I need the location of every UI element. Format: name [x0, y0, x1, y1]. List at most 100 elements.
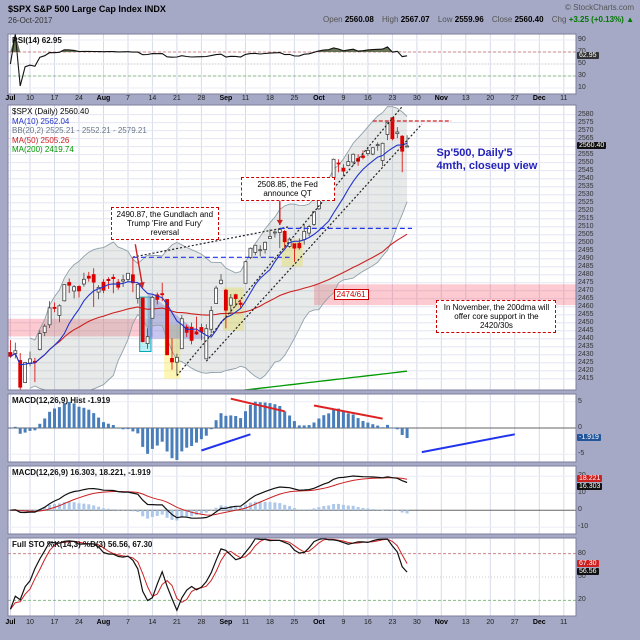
y-tick-label: 2430 — [578, 350, 594, 358]
y-tick-label: 70 — [578, 48, 586, 55]
x-tick-label: 27 — [510, 95, 519, 102]
y-tick-label: 10 — [578, 84, 586, 91]
main-legend: $SPX (Daily) 2560.40 MA(10) 2562.04 BB(2… — [12, 107, 147, 155]
open-value: 2560.08 — [344, 15, 374, 24]
y-tick-label: 80 — [578, 549, 586, 557]
last-value-badge: 62.95 — [577, 52, 599, 60]
y-tick-label: 2470 — [578, 286, 594, 294]
y-tick-label: 2565 — [578, 134, 594, 142]
y-tick-label: 2455 — [578, 310, 594, 318]
x-tick-label: 24 — [75, 95, 83, 102]
callout-fed-qt: 2508.85, the Fed announce QT — [240, 177, 335, 202]
callout-fire-fury: 2490.87, the Gundlach and Trump 'Fire an… — [110, 207, 219, 241]
x-tick-label: 7 — [126, 95, 130, 102]
low-value: 2559.96 — [454, 15, 484, 24]
x-tick-label: 18 — [266, 95, 274, 102]
y-tick-label: 5 — [578, 397, 582, 405]
note-title-line2: 4mth, closeup view — [436, 159, 538, 172]
x-tick-label: 27 — [510, 619, 519, 626]
x-tick-label: Sep — [219, 95, 233, 102]
last-value-badge: 18.221 — [577, 475, 603, 483]
x-tick-label: Aug — [96, 95, 111, 102]
x-tick-label: 24 — [75, 619, 83, 626]
x-tick-label: 13 — [461, 619, 470, 626]
band-label: 2474/61 — [333, 288, 369, 300]
x-tick-label: 28 — [197, 619, 206, 626]
y-tick-label: 2445 — [578, 326, 594, 334]
y-tick-label: 30 — [578, 72, 586, 79]
legend-ma200: MA(200) 2419.74 — [12, 145, 74, 154]
x-tick-label: 10 — [26, 619, 34, 626]
note-title: Sp'500, Daily'5 4mth, closeup view — [436, 147, 537, 173]
y-tick-label: 2465 — [578, 294, 594, 302]
low-label: Low — [437, 15, 453, 24]
y-tick-label: 2425 — [578, 358, 594, 366]
y-tick-label: 2570 — [578, 126, 594, 134]
x-tick-label: Jul — [5, 619, 16, 626]
y-tick-label: 2540 — [578, 174, 594, 182]
y-tick-label: 0 — [578, 424, 582, 431]
symbol-title: $SPX S&P 500 Large Cap Index INDX — [8, 4, 166, 14]
y-tick-label: 2490 — [578, 254, 594, 262]
y-tick-label: 2510 — [578, 222, 594, 230]
x-tick-label: 11 — [560, 95, 568, 102]
x-tick-label: 23 — [388, 619, 397, 626]
x-tick-label: Jul — [5, 95, 16, 102]
last-value-badge: 16.303 — [577, 483, 603, 491]
y-tick-label: 2535 — [578, 182, 594, 190]
chg-up-arrow-icon: ▲ — [626, 15, 634, 24]
price-panel — [8, 106, 576, 390]
y-tick-label: 2415 — [578, 374, 594, 382]
rsi-panel — [8, 34, 576, 89]
y-tick-label: 2420 — [578, 366, 594, 374]
x-tick-label: Dec — [532, 95, 546, 102]
macd-hist-panel — [8, 397, 576, 460]
x-tick-label: Oct — [313, 619, 325, 626]
y-tick-label: 2580 — [578, 110, 594, 118]
x-tick-label: 20 — [486, 95, 495, 102]
x-tick-label: Oct — [313, 95, 325, 102]
open-label: Open — [323, 15, 343, 24]
x-tick-label: Sep — [219, 619, 233, 626]
y-tick-label: 2555 — [578, 150, 594, 158]
x-tick-label: Nov — [434, 619, 448, 626]
last-value-badge: 56.56 — [577, 567, 599, 575]
y-tick-label: 2530 — [578, 190, 594, 198]
y-tick-label: 50 — [578, 60, 586, 67]
y-tick-label: 2485 — [578, 262, 594, 270]
y-tick-label: -10 — [578, 523, 589, 531]
y-tick-label: 2505 — [578, 230, 594, 238]
x-tick-label: 23 — [388, 95, 397, 102]
x-tick-label: 17 — [50, 95, 59, 102]
y-tick-label: 10 — [578, 489, 586, 497]
x-tick-label: 30 — [412, 619, 421, 626]
macd-hist-label: MACD(12,26,9) Hist -1.919 — [12, 396, 111, 405]
rsi-label: RSI(14) 62.95 — [12, 36, 62, 45]
x-tick-label: 30 — [412, 95, 421, 102]
legend-ma10: MA(10) 2562.04 — [12, 116, 70, 126]
x-tick-label: 11 — [560, 619, 568, 626]
x-tick-label: 20 — [486, 619, 495, 626]
x-tick-label: Dec — [532, 619, 546, 626]
x-tick-label: 21 — [173, 619, 181, 626]
y-tick-label: 20 — [578, 596, 586, 604]
y-tick-label: -5 — [578, 450, 585, 458]
x-tick-label: 9 — [341, 95, 346, 102]
x-tick-label: 17 — [50, 619, 59, 626]
y-tick-label: 2435 — [578, 342, 594, 350]
high-label: High — [382, 15, 399, 24]
y-tick-label: 2500 — [578, 238, 594, 246]
last-value-badge: 2560.40 — [577, 141, 607, 149]
legend-spx: $SPX (Daily) 2560.40 — [12, 107, 89, 116]
macd-label: MACD(12,26,9) 16.303, 18.221, -1.919 — [12, 468, 151, 477]
copyright: © StockCharts.com — [564, 3, 634, 12]
chg-value: +3.25 (+0.13%) — [568, 15, 624, 24]
x-tick-label: 11 — [241, 95, 250, 102]
y-tick-label: 0 — [578, 506, 582, 514]
x-tick-label: 9 — [341, 619, 346, 626]
y-tick-label: 2575 — [578, 118, 594, 126]
x-tick-label: 18 — [266, 619, 274, 626]
y-tick-label: 2520 — [578, 206, 594, 214]
y-tick-label: 2495 — [578, 246, 594, 254]
